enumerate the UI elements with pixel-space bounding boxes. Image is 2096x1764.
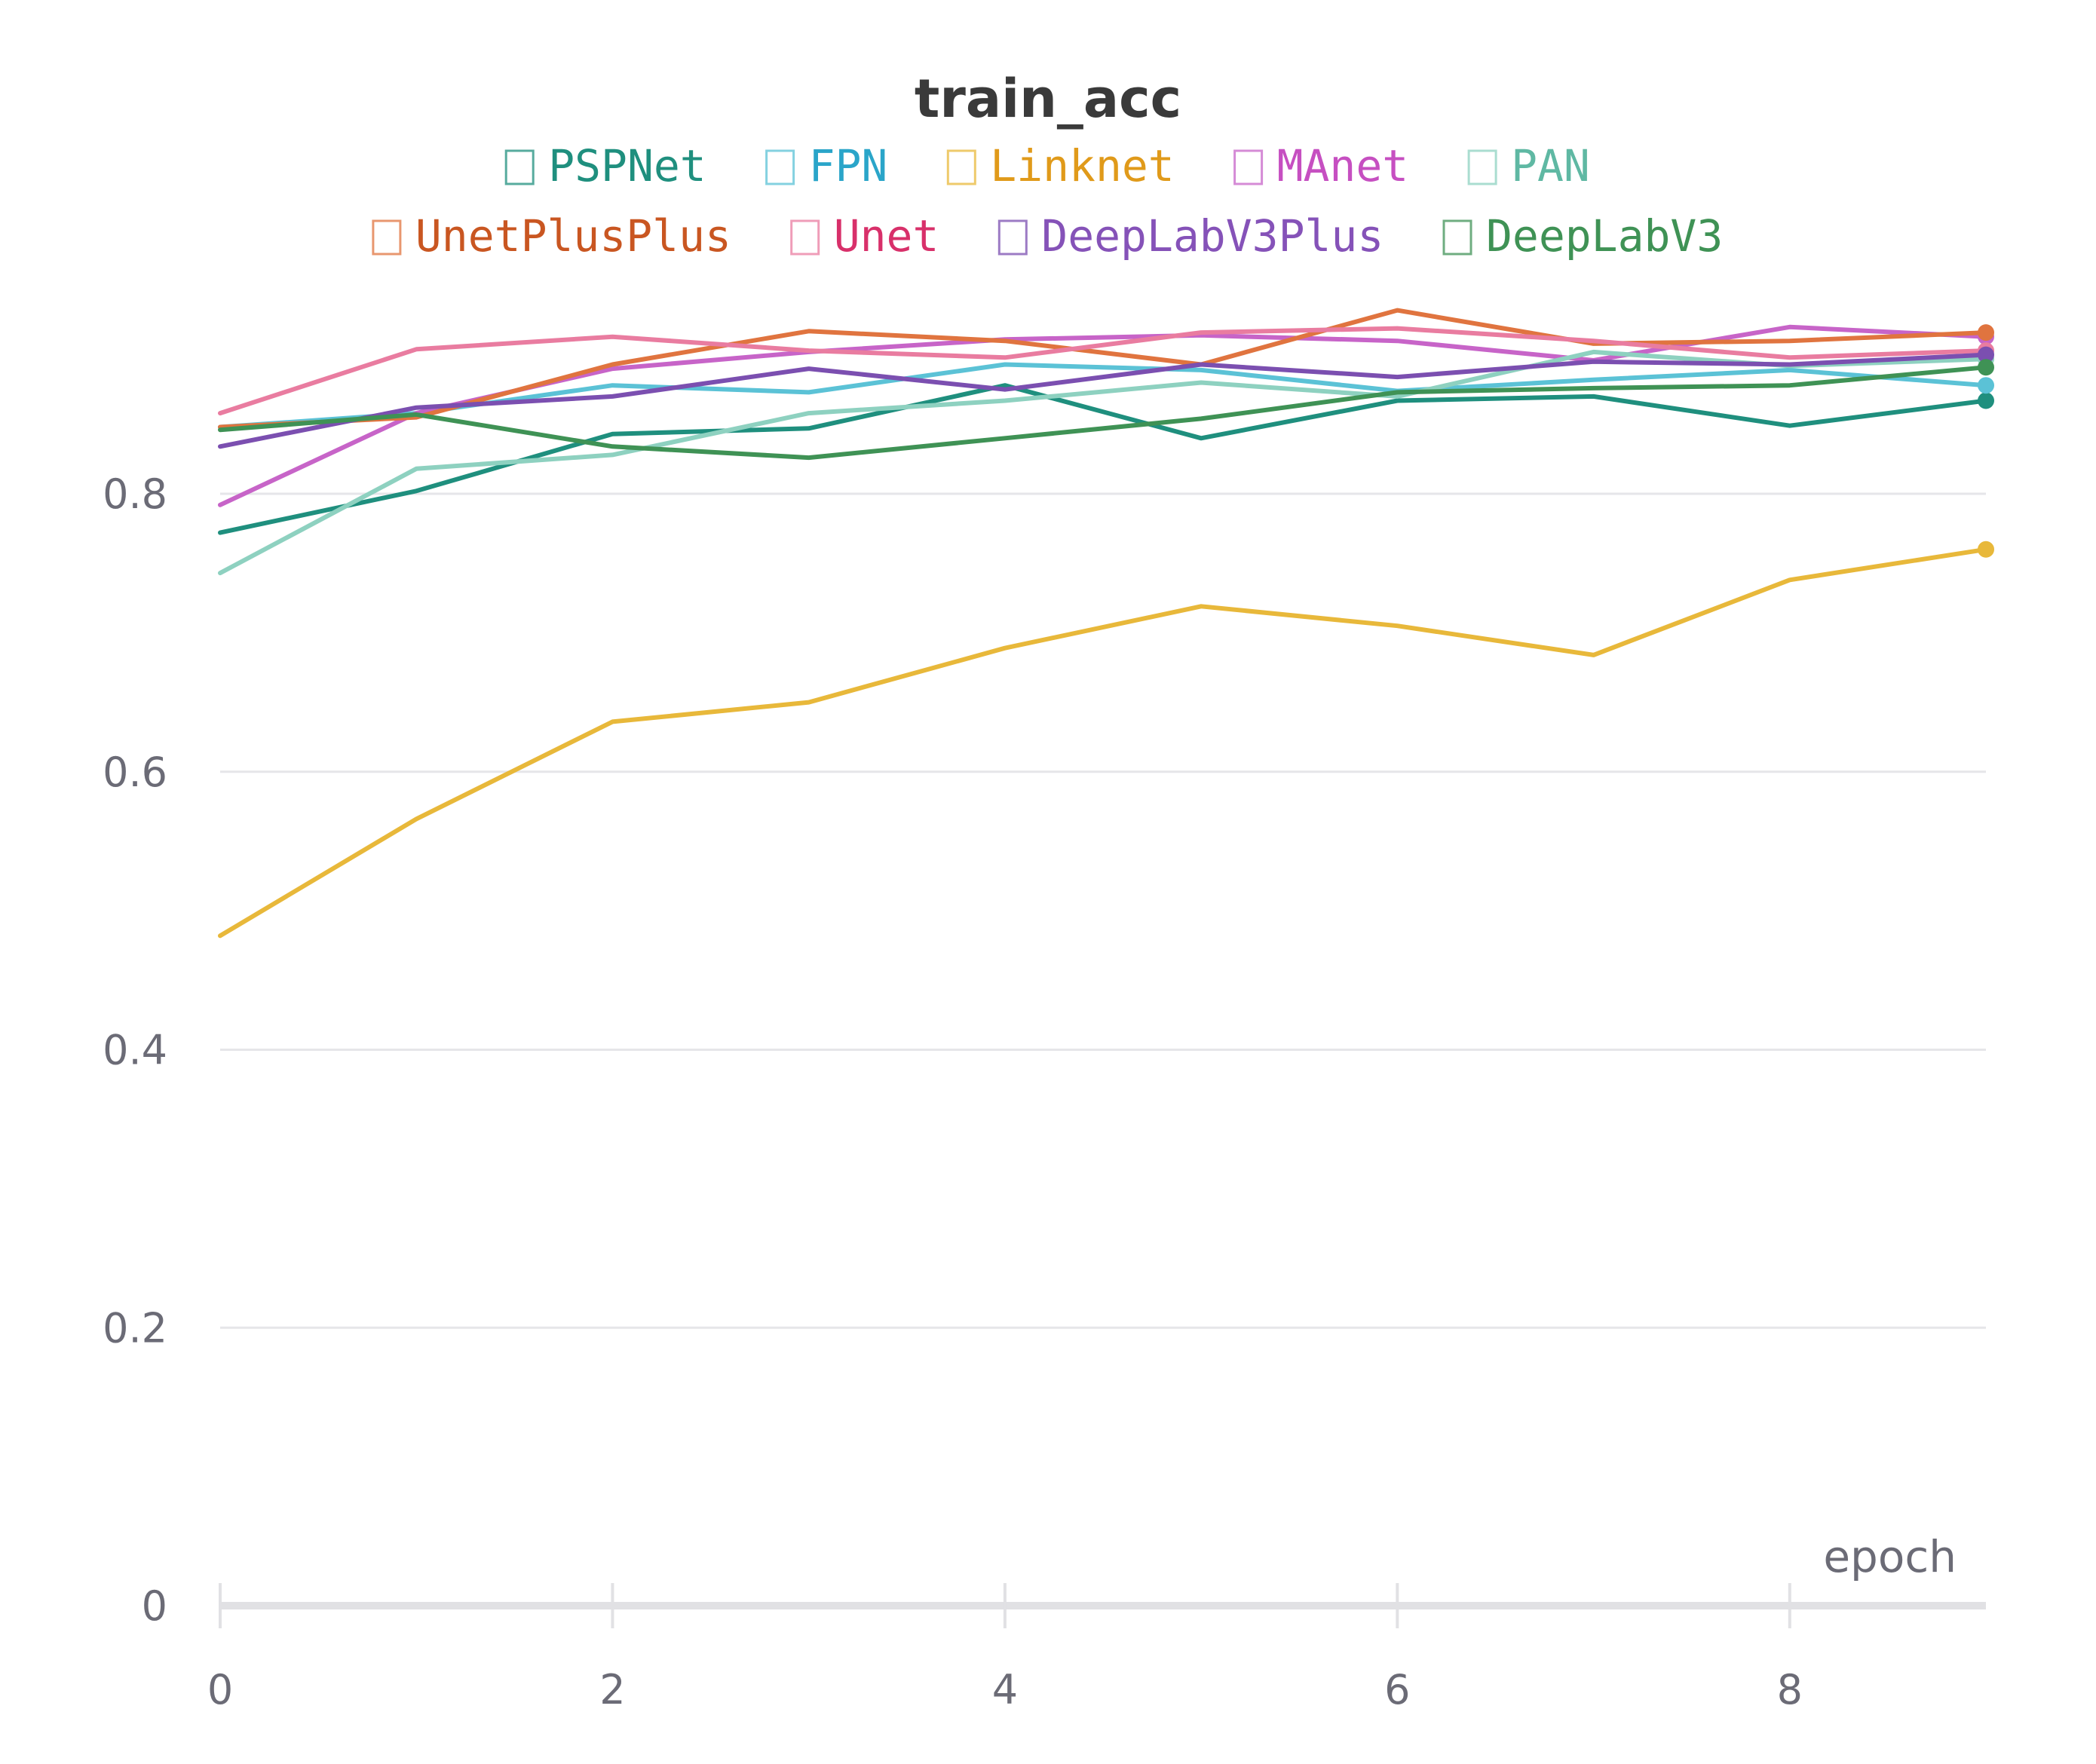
legend-swatch [1442,219,1472,256]
legend-label: MAnet [1277,140,1409,191]
x-tick-label: 2 [599,1666,625,1713]
legend-label: FPN [809,140,888,191]
legend-swatch [997,219,1028,256]
series-line-deeplabv3 [218,365,1988,461]
legend-item-unet[interactable]: Unet [790,210,939,262]
legend-item-deeplabv3plus[interactable]: DeepLabV3Plus [997,210,1384,262]
legend: PSPNet FPN Linknet MAnet PAN UnetPlusPlus Unet… [372,140,1723,262]
series-line-pan [218,349,1988,576]
series-endpoint-unetplusplus [1978,324,1994,341]
legend-label: UnetPlusPlus [415,210,731,262]
legend-swatch [790,219,820,256]
legend-label: PAN [1511,140,1590,191]
legend-item-deeplabv3[interactable]: DeepLabV3 [1442,210,1723,262]
y-tick-label: 0.4 [103,1027,167,1074]
legend-label: Linknet [990,140,1174,191]
legend-item-fpn[interactable]: FPN [765,140,888,191]
legend-swatch [765,149,795,185]
series-line-unet [218,326,1988,416]
series-endpoint-fpn [1978,377,1994,394]
legend-item-linknet[interactable]: Linknet [946,140,1175,191]
legend-item-pan[interactable]: PAN [1467,140,1590,191]
series-line-deeplabv3plus [218,352,1988,449]
legend-label: PSPNet [548,140,706,191]
legend-item-unetplusplus[interactable]: UnetPlusPlus [372,210,731,262]
legend-label: DeepLabV3Plus [1041,210,1384,262]
legend-swatch [1467,149,1497,185]
series-endpoint-deeplabv3 [1978,359,1994,376]
legend-swatch [504,149,535,185]
x-tick-label: 6 [1384,1666,1410,1713]
series-line-fpn [218,362,1988,430]
x-axis-label: epoch [1823,1531,1957,1582]
chart-title: train_acc [915,68,1181,130]
series-line-linknet [218,547,1988,939]
y-axis: 0 0.2 0.4 0.6 0.8 [103,470,167,1630]
series-endpoint-pspnet [1978,392,1994,409]
legend-item-pspnet[interactable]: PSPNet [504,140,706,191]
y-tick-label: 0.6 [103,749,167,796]
series-line-pspnet [218,383,1988,535]
legend-label: DeepLabV3 [1486,210,1723,262]
series-lines [218,308,1988,939]
y-tick-label: 0.8 [103,470,167,518]
legend-swatch [1233,149,1264,185]
y-tick-label: 0.2 [103,1304,167,1352]
series-endpoint-deeplabv3plus [1978,346,1994,363]
legend-item-manet[interactable]: MAnet [1233,140,1409,191]
y-tick-label: 0 [142,1582,167,1630]
series-line-unetplusplus [218,308,1988,430]
x-tick-label: 0 [207,1666,233,1713]
legend-swatch [946,149,976,185]
x-tick-label: 8 [1777,1666,1803,1713]
series-endpoints [1978,324,1994,558]
legend-swatch [372,219,402,256]
grid [220,492,1986,1329]
series-endpoint-linknet [1978,541,1994,558]
x-tick-label: 4 [992,1666,1018,1713]
legend-label: Unet [834,210,939,262]
x-axis: 0 2 4 6 8 [207,1583,1986,1713]
